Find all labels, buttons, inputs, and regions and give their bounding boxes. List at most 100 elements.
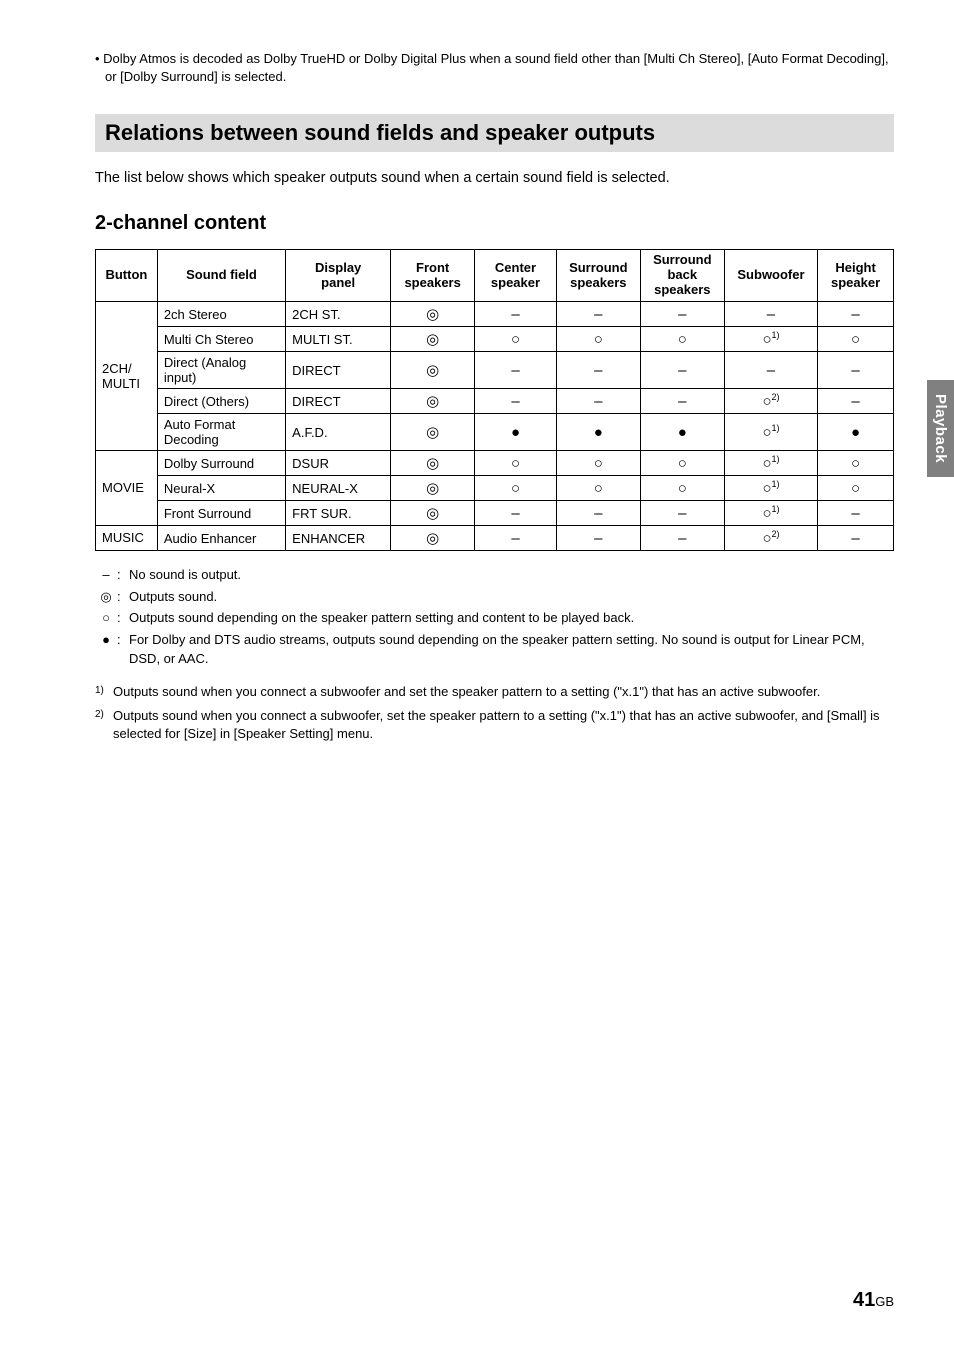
- symbol-cell: ○1): [724, 476, 817, 501]
- legend-colon: :: [117, 587, 129, 607]
- symbol-cell: ◎: [391, 526, 475, 551]
- symbol-cell: –: [475, 389, 557, 414]
- symbol-cell: –: [556, 501, 640, 526]
- symbol-cell: –: [556, 389, 640, 414]
- footnote-number: 1): [95, 683, 113, 701]
- legend-colon: :: [117, 630, 129, 669]
- table-header: Heightspeaker: [818, 250, 894, 302]
- display-panel-cell: DIRECT: [286, 352, 391, 389]
- legend-symbol: ○: [95, 608, 117, 628]
- legend-symbol: ●: [95, 630, 117, 669]
- symbol-cell: ○: [475, 451, 557, 476]
- table-row: 2CH/MULTI2ch Stereo2CH ST.◎–––––: [96, 302, 894, 327]
- table-header: Centerspeaker: [475, 250, 557, 302]
- sound-field-cell: 2ch Stereo: [157, 302, 285, 327]
- sound-field-cell: Neural-X: [157, 476, 285, 501]
- symbol-cell: –: [640, 302, 724, 327]
- table-row: MUSICAudio EnhancerENHANCER◎–––○2)–: [96, 526, 894, 551]
- display-panel-cell: DSUR: [286, 451, 391, 476]
- page-number: 41: [853, 1289, 875, 1311]
- symbol-cell: ○2): [724, 526, 817, 551]
- symbol-cell: –: [724, 352, 817, 389]
- symbol-cell: ○: [640, 451, 724, 476]
- symbol-cell: ◎: [391, 501, 475, 526]
- symbol-cell: –: [818, 526, 894, 551]
- button-group-label: 2CH/MULTI: [96, 302, 158, 451]
- symbol-cell: –: [475, 352, 557, 389]
- top-note: • Dolby Atmos is decoded as Dolby TrueHD…: [95, 50, 894, 86]
- legend-row: ◎:Outputs sound.: [95, 587, 894, 607]
- symbol-cell: –: [640, 352, 724, 389]
- button-group-label: MOVIE: [96, 451, 158, 526]
- symbol-cell: ●: [556, 414, 640, 451]
- section-title: Relations between sound fields and speak…: [95, 114, 894, 152]
- page-footer: 41GB: [853, 1289, 894, 1312]
- symbol-cell: ○1): [724, 501, 817, 526]
- symbol-cell: ○: [640, 327, 724, 352]
- symbol-cell: ◎: [391, 476, 475, 501]
- table-row: Neural-XNEURAL-X◎○○○○1)○: [96, 476, 894, 501]
- subsection-title: 2-channel content: [95, 212, 894, 235]
- symbol-cell: –: [818, 501, 894, 526]
- symbol-cell: –: [640, 501, 724, 526]
- footnote-text: Outputs sound when you connect a subwoof…: [113, 707, 894, 743]
- table-header: Surroundbackspeakers: [640, 250, 724, 302]
- intro-text: The list below shows which speaker outpu…: [95, 170, 894, 186]
- symbol-cell: ○: [475, 327, 557, 352]
- symbol-cell: –: [556, 352, 640, 389]
- symbol-cell: ◎: [391, 389, 475, 414]
- display-panel-cell: MULTI ST.: [286, 327, 391, 352]
- symbol-cell: –: [556, 526, 640, 551]
- legend-row: –:No sound is output.: [95, 565, 894, 585]
- symbol-cell: ○: [640, 476, 724, 501]
- symbol-cell: ◎: [391, 414, 475, 451]
- footnote-text: Outputs sound when you connect a subwoof…: [113, 683, 894, 701]
- legend-symbol: ◎: [95, 587, 117, 607]
- symbol-cell: –: [818, 389, 894, 414]
- table-row: Multi Ch StereoMULTI ST.◎○○○○1)○: [96, 327, 894, 352]
- symbol-cell: ○1): [724, 327, 817, 352]
- display-panel-cell: ENHANCER: [286, 526, 391, 551]
- table-row: MOVIEDolby SurroundDSUR◎○○○○1)○: [96, 451, 894, 476]
- sound-field-cell: Multi Ch Stereo: [157, 327, 285, 352]
- sound-field-cell: Direct (Others): [157, 389, 285, 414]
- footnote: 2)Outputs sound when you connect a subwo…: [95, 707, 894, 743]
- table-header: Frontspeakers: [391, 250, 475, 302]
- legend-text: No sound is output.: [129, 565, 894, 585]
- symbol-cell: ●: [818, 414, 894, 451]
- symbol-cell: ○: [556, 451, 640, 476]
- display-panel-cell: FRT SUR.: [286, 501, 391, 526]
- symbol-cell: ◎: [391, 352, 475, 389]
- table-row: Auto Format DecodingA.F.D.◎●●●○1)●: [96, 414, 894, 451]
- legend-text: Outputs sound.: [129, 587, 894, 607]
- symbol-cell: –: [475, 302, 557, 327]
- legend-text: For Dolby and DTS audio streams, outputs…: [129, 630, 894, 669]
- symbol-cell: –: [475, 501, 557, 526]
- symbol-cell: ○: [818, 327, 894, 352]
- legend-row: ●:For Dolby and DTS audio streams, outpu…: [95, 630, 894, 669]
- symbol-cell: –: [475, 526, 557, 551]
- symbol-cell: ◎: [391, 327, 475, 352]
- symbol-cell: ○: [475, 476, 557, 501]
- sound-field-cell: Dolby Surround: [157, 451, 285, 476]
- footnotes: 1)Outputs sound when you connect a subwo…: [95, 683, 894, 744]
- page-suffix: GB: [875, 1294, 894, 1309]
- symbol-cell: ●: [640, 414, 724, 451]
- table-row: Direct (Analog input)DIRECT◎–––––: [96, 352, 894, 389]
- side-tab: Playback: [927, 380, 954, 477]
- sound-field-cell: Front Surround: [157, 501, 285, 526]
- display-panel-cell: 2CH ST.: [286, 302, 391, 327]
- symbol-cell: ○2): [724, 389, 817, 414]
- symbol-cell: ○: [818, 451, 894, 476]
- footnote: 1)Outputs sound when you connect a subwo…: [95, 683, 894, 701]
- table-row: Front SurroundFRT SUR.◎–––○1)–: [96, 501, 894, 526]
- display-panel-cell: A.F.D.: [286, 414, 391, 451]
- symbol-cell: ◎: [391, 451, 475, 476]
- symbol-cell: –: [818, 302, 894, 327]
- legend: –:No sound is output.◎:Outputs sound.○:O…: [95, 565, 894, 669]
- table-header: Subwoofer: [724, 250, 817, 302]
- display-panel-cell: NEURAL-X: [286, 476, 391, 501]
- symbol-cell: –: [640, 526, 724, 551]
- button-group-label: MUSIC: [96, 526, 158, 551]
- table-header: Button: [96, 250, 158, 302]
